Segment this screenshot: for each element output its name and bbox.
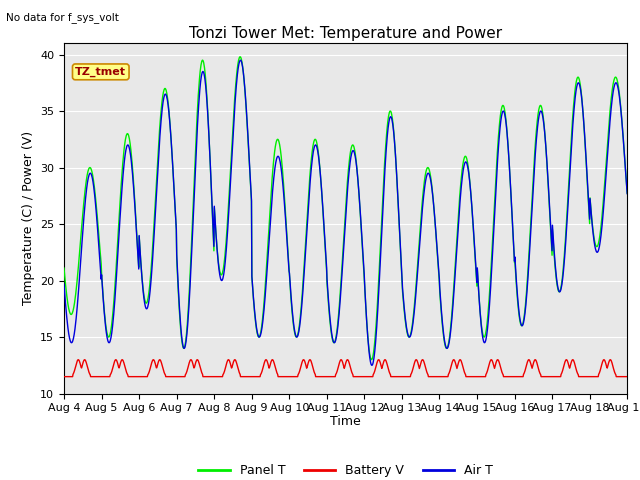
Title: Tonzi Tower Met: Temperature and Power: Tonzi Tower Met: Temperature and Power <box>189 25 502 41</box>
X-axis label: Time: Time <box>330 415 361 428</box>
Text: No data for f_sys_volt: No data for f_sys_volt <box>6 12 119 23</box>
Y-axis label: Temperature (C) / Power (V): Temperature (C) / Power (V) <box>22 132 35 305</box>
Text: TZ_tmet: TZ_tmet <box>76 67 126 77</box>
Legend: Panel T, Battery V, Air T: Panel T, Battery V, Air T <box>193 459 498 480</box>
